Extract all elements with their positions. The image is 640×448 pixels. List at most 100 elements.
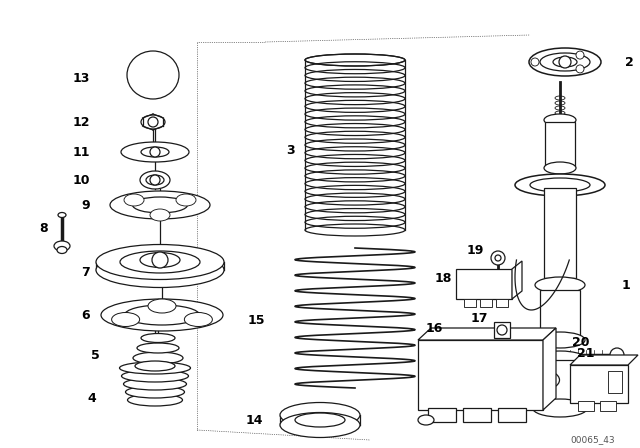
Text: 00065_43: 00065_43 xyxy=(570,435,614,444)
Text: 6: 6 xyxy=(81,309,90,322)
Ellipse shape xyxy=(530,178,590,192)
Ellipse shape xyxy=(544,162,576,174)
Bar xyxy=(418,340,543,410)
Circle shape xyxy=(148,117,158,127)
Text: 11: 11 xyxy=(72,146,90,159)
Ellipse shape xyxy=(137,343,179,353)
Text: 17: 17 xyxy=(470,311,488,324)
Bar xyxy=(535,360,585,410)
Ellipse shape xyxy=(532,399,588,417)
Circle shape xyxy=(576,65,584,73)
Bar xyxy=(464,299,476,307)
Ellipse shape xyxy=(176,194,196,206)
Bar xyxy=(544,188,576,278)
Ellipse shape xyxy=(140,171,170,189)
Ellipse shape xyxy=(544,114,576,126)
Ellipse shape xyxy=(529,48,601,76)
Text: 2: 2 xyxy=(625,56,634,69)
Bar xyxy=(578,401,594,411)
Ellipse shape xyxy=(127,394,182,406)
Text: 18: 18 xyxy=(435,271,452,284)
Ellipse shape xyxy=(127,51,179,99)
Bar xyxy=(480,299,492,307)
Ellipse shape xyxy=(148,299,176,313)
Text: 8: 8 xyxy=(40,221,48,234)
Circle shape xyxy=(491,251,505,265)
Ellipse shape xyxy=(96,253,224,288)
Ellipse shape xyxy=(280,413,360,438)
Ellipse shape xyxy=(553,57,577,67)
Polygon shape xyxy=(543,328,556,410)
Circle shape xyxy=(531,58,539,66)
Polygon shape xyxy=(418,328,556,340)
Ellipse shape xyxy=(120,362,191,374)
Ellipse shape xyxy=(101,299,223,331)
Text: 12: 12 xyxy=(72,116,90,129)
Ellipse shape xyxy=(54,241,70,251)
Circle shape xyxy=(150,175,160,185)
Bar xyxy=(498,408,526,422)
Ellipse shape xyxy=(110,191,210,219)
Text: 3: 3 xyxy=(286,143,295,156)
Polygon shape xyxy=(570,355,638,365)
Ellipse shape xyxy=(515,174,605,196)
Text: 20: 20 xyxy=(572,336,589,349)
Ellipse shape xyxy=(124,378,186,390)
Ellipse shape xyxy=(57,246,67,254)
Ellipse shape xyxy=(133,352,183,364)
Ellipse shape xyxy=(125,386,184,398)
Text: 1: 1 xyxy=(622,279,631,292)
Circle shape xyxy=(576,51,584,59)
Bar xyxy=(456,269,512,299)
Bar xyxy=(496,299,508,307)
Text: 15: 15 xyxy=(248,314,265,327)
Text: 5: 5 xyxy=(92,349,100,362)
Text: 21: 21 xyxy=(577,346,595,359)
Text: 14: 14 xyxy=(246,414,263,426)
Ellipse shape xyxy=(280,402,360,427)
Ellipse shape xyxy=(535,277,585,293)
Text: 10: 10 xyxy=(72,173,90,186)
Ellipse shape xyxy=(121,142,189,162)
Ellipse shape xyxy=(141,333,175,343)
Ellipse shape xyxy=(141,147,169,157)
Ellipse shape xyxy=(125,305,200,325)
Ellipse shape xyxy=(135,361,175,371)
Ellipse shape xyxy=(184,313,212,327)
Circle shape xyxy=(495,255,501,261)
Ellipse shape xyxy=(540,53,590,71)
Bar xyxy=(494,322,510,338)
Ellipse shape xyxy=(532,351,588,369)
Circle shape xyxy=(559,56,571,68)
Ellipse shape xyxy=(418,415,434,425)
Text: 13: 13 xyxy=(72,72,90,85)
Ellipse shape xyxy=(58,212,66,217)
Ellipse shape xyxy=(610,348,624,362)
Ellipse shape xyxy=(132,197,188,213)
Ellipse shape xyxy=(525,370,559,390)
Ellipse shape xyxy=(140,253,180,267)
Bar xyxy=(600,401,616,411)
Text: 7: 7 xyxy=(81,266,90,279)
Circle shape xyxy=(497,325,507,335)
Circle shape xyxy=(152,252,168,268)
Ellipse shape xyxy=(146,175,164,185)
Ellipse shape xyxy=(141,115,165,129)
Circle shape xyxy=(150,147,160,157)
Text: 4: 4 xyxy=(87,392,96,405)
Ellipse shape xyxy=(122,370,189,382)
Ellipse shape xyxy=(96,245,224,280)
Ellipse shape xyxy=(124,194,144,206)
Bar xyxy=(608,371,622,393)
Text: 9: 9 xyxy=(81,198,90,211)
Ellipse shape xyxy=(120,251,200,273)
Text: 16: 16 xyxy=(426,322,444,335)
Ellipse shape xyxy=(535,332,585,348)
Ellipse shape xyxy=(295,413,345,427)
Ellipse shape xyxy=(305,54,405,66)
Bar xyxy=(545,122,575,167)
Text: 19: 19 xyxy=(467,244,484,257)
Ellipse shape xyxy=(150,209,170,221)
Bar xyxy=(463,408,491,422)
Bar xyxy=(428,408,456,422)
